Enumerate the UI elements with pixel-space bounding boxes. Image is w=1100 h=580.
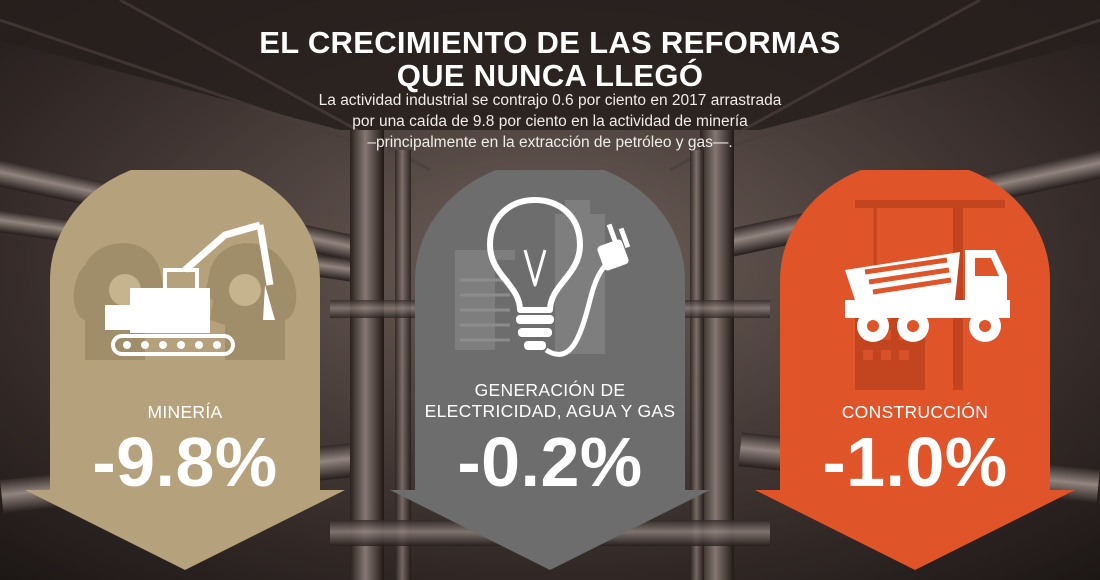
sector-label-mineria: MINERÍA bbox=[10, 402, 360, 423]
subtitle-line-3: –principalmente en la extracción de petr… bbox=[367, 134, 733, 151]
sector-value-construccion: -1.0% bbox=[822, 423, 1008, 501]
sector-value-electricidad: -0.2% bbox=[457, 423, 643, 501]
subtitle-line-2: por una caída de 9.8 por ciento en la ac… bbox=[352, 113, 748, 130]
sector-value-mineria: -9.8% bbox=[92, 423, 278, 501]
label-line-1: MINERÍA bbox=[147, 402, 223, 422]
dump-truck-crane-icon bbox=[845, 200, 1010, 390]
sector-label-electricidad: GENERACIÓN DE ELECTRICIDAD, AGUA Y GAS bbox=[375, 380, 725, 422]
mining-excavator-icon bbox=[73, 221, 297, 360]
subtitle-line-1: La actividad industrial se contrajo 0.6 … bbox=[318, 92, 782, 109]
title-line-1: EL CRECIMIENTO DE LAS REFORMAS bbox=[259, 25, 841, 60]
label-line-1: GENERACIÓN DE bbox=[474, 380, 626, 400]
label-line-2: ELECTRICIDAD, AGUA Y GAS bbox=[424, 401, 676, 421]
title-line-2: QUE NUNCA LLEGÓ bbox=[396, 58, 704, 93]
page-subtitle: La actividad industrial se contrajo 0.6 … bbox=[270, 90, 830, 153]
label-line-1: CONSTRUCCIÓN bbox=[841, 402, 989, 422]
sector-card-mineria: MINERÍA -9.8% bbox=[10, 170, 360, 570]
page-title: EL CRECIMIENTO DE LAS REFORMAS QUE NUNCA… bbox=[0, 26, 1100, 92]
lightbulb-plug-icon bbox=[455, 197, 631, 357]
sector-label-construccion: CONSTRUCCIÓN bbox=[740, 402, 1090, 423]
sector-card-construccion: CONSTRUCCIÓN -1.0% bbox=[740, 170, 1090, 570]
sector-card-electricidad: GENERACIÓN DE ELECTRICIDAD, AGUA Y GAS -… bbox=[375, 170, 725, 570]
